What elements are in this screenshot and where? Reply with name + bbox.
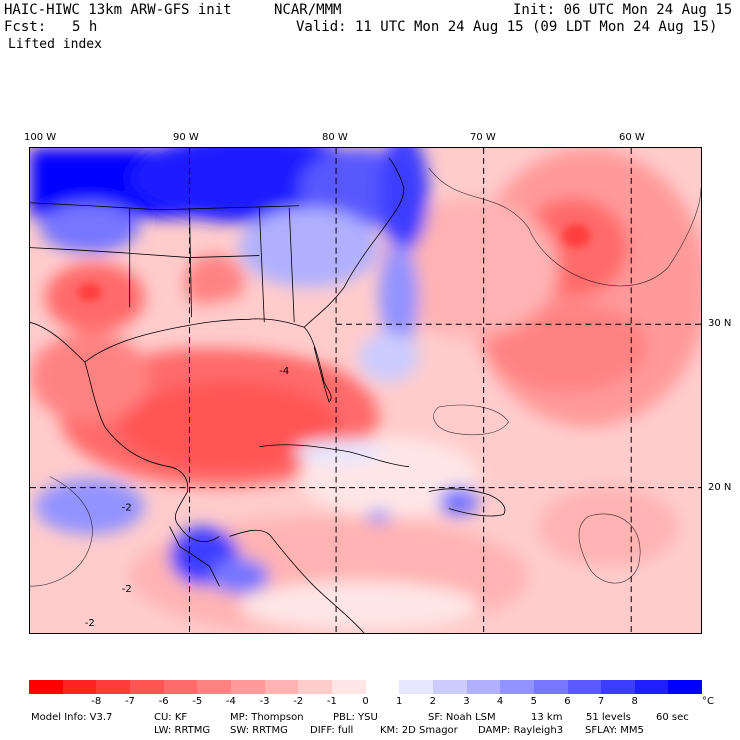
- coastlines: [30, 157, 506, 633]
- colorbar-label: -8: [91, 696, 102, 707]
- colorbar-swatch: [500, 680, 534, 694]
- colorbar-label: 5: [530, 696, 537, 707]
- colorbar-label: -5: [192, 696, 203, 707]
- field-name: Lifted index: [8, 37, 102, 52]
- colorbar-swatch: [432, 680, 467, 694]
- field-shading: [30, 148, 701, 633]
- colorbar-swatch: [264, 680, 299, 694]
- colorbar-label: -3: [259, 696, 270, 707]
- footer-timestep: 60 sec: [656, 712, 689, 723]
- colorbar-label: 6: [564, 696, 571, 707]
- colorbar-label: -7: [124, 696, 135, 707]
- contour-label: -2: [122, 503, 132, 514]
- colorbar-swatch: [129, 680, 164, 694]
- lon-label: 60 W: [619, 132, 645, 143]
- colorbar-swatch: [399, 680, 433, 694]
- footer-levels: 51 levels: [586, 712, 631, 723]
- contours: [30, 167, 701, 587]
- colorbar-swatch: [365, 680, 400, 694]
- contour-label: -2: [85, 618, 95, 629]
- footer-cu: CU: KF: [154, 712, 188, 723]
- lat-label: 30 N: [708, 318, 732, 329]
- forecast-label: Fcst:: [4, 19, 47, 35]
- lon-label: 80 W: [322, 132, 348, 143]
- colorbar-swatch: [634, 680, 669, 694]
- lat-lon-grid: [30, 148, 701, 633]
- lat-label: 20 N: [708, 482, 732, 493]
- footer-mp: MP: Thompson: [230, 712, 304, 723]
- colorbar-label: -6: [158, 696, 169, 707]
- colorbar-swatch: [668, 680, 703, 694]
- footer-resolution: 13 km: [531, 712, 563, 723]
- lon-label: 90 W: [173, 132, 199, 143]
- colorbar-swatch: [230, 680, 265, 694]
- footer-model-info: Model Info: V3.7: [31, 712, 113, 723]
- valid-time: Valid: 11 UTC Mon 24 Aug 15 (09 LDT Mon …: [296, 19, 718, 35]
- colorbar-swatch: [62, 680, 97, 694]
- colorbar-swatch: [163, 680, 198, 694]
- colorbar-swatch: [331, 680, 366, 694]
- organization: NCAR/MMM: [274, 2, 342, 18]
- contour-label: -4: [279, 366, 289, 377]
- colorbar-label: 0: [362, 696, 369, 707]
- footer-sw: SW: RRTMG: [230, 725, 288, 736]
- model-title: HAIC-HIWC 13km ARW-GFS init: [4, 2, 232, 18]
- colorbar-swatch: [601, 680, 635, 694]
- footer-sflay: SFLAY: MM5: [585, 725, 644, 736]
- colorbar-label: 7: [597, 696, 605, 707]
- lon-label: 70 W: [470, 132, 496, 143]
- footer-km: KM: 2D Smagor: [380, 725, 458, 736]
- colorbar-label: -2: [293, 696, 304, 707]
- lon-label: 100 W: [24, 132, 57, 143]
- colorbar-swatch: [29, 680, 63, 694]
- colorbar-swatch: [466, 680, 501, 694]
- colorbar-swatch: [298, 680, 332, 694]
- init-time: Init: 06 UTC Mon 24 Aug 15: [513, 2, 733, 18]
- footer-damp: DAMP: Rayleigh3: [478, 725, 564, 736]
- footer-diff: DIFF: full: [310, 725, 354, 736]
- colorbar-label: -1: [326, 696, 337, 707]
- colorbar-swatch: [96, 680, 130, 694]
- lifted-index-map: -4 -2 -2 -2: [29, 147, 702, 634]
- colorbar-label: 4: [496, 696, 504, 707]
- colorbar-label: 3: [463, 696, 470, 707]
- forecast-value: 5 h: [72, 19, 98, 35]
- colorbar-unit: °C: [702, 696, 714, 707]
- contour-label: -2: [122, 584, 132, 595]
- colorbar: [29, 680, 703, 694]
- footer-pbl: PBL: YSU: [333, 712, 378, 723]
- colorbar-swatch: [197, 680, 231, 694]
- colorbar-swatch: [533, 680, 568, 694]
- colorbar-swatch: [567, 680, 602, 694]
- footer-lw: LW: RRTMG: [154, 725, 211, 736]
- colorbar-label: 2: [429, 696, 436, 707]
- colorbar-label: -4: [225, 696, 236, 707]
- footer-sf: SF: Noah LSM: [428, 712, 496, 723]
- colorbar-label: 8: [631, 696, 638, 707]
- colorbar-label: 1: [395, 696, 403, 707]
